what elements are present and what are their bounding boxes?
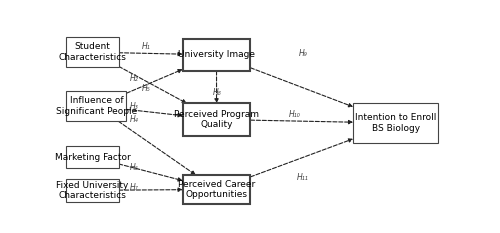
Text: H₁₁: H₁₁ (297, 173, 308, 182)
Text: H₈: H₈ (213, 88, 222, 97)
Text: H₁: H₁ (142, 42, 150, 51)
FancyBboxPatch shape (182, 103, 250, 136)
Text: H₄: H₄ (130, 115, 138, 124)
Text: H₁₀: H₁₀ (289, 110, 301, 120)
Text: H₆: H₆ (130, 163, 138, 172)
Text: University Image: University Image (178, 50, 255, 59)
Text: Intention to Enroll
BS Biology: Intention to Enroll BS Biology (355, 113, 436, 133)
Text: H₂: H₂ (130, 74, 138, 83)
Text: Perceived Career
Opportunities: Perceived Career Opportunities (178, 180, 255, 199)
Text: Fixed University
Characteristics: Fixed University Characteristics (56, 181, 128, 200)
Text: Influence of
Significant People: Influence of Significant People (56, 96, 137, 116)
Text: H₇: H₇ (130, 183, 138, 192)
FancyBboxPatch shape (182, 175, 250, 204)
FancyBboxPatch shape (353, 103, 438, 143)
Text: Student
Characteristics: Student Characteristics (58, 42, 126, 62)
Text: Marketing Factor: Marketing Factor (54, 153, 130, 162)
FancyBboxPatch shape (66, 179, 118, 202)
Text: H₉: H₉ (298, 48, 307, 58)
Text: H₃: H₃ (130, 102, 138, 111)
FancyBboxPatch shape (182, 39, 250, 71)
Text: Perceived Program
Quality: Perceived Program Quality (174, 110, 259, 129)
FancyBboxPatch shape (66, 37, 118, 67)
FancyBboxPatch shape (66, 146, 118, 168)
FancyBboxPatch shape (66, 91, 126, 121)
Text: H₅: H₅ (142, 84, 150, 93)
